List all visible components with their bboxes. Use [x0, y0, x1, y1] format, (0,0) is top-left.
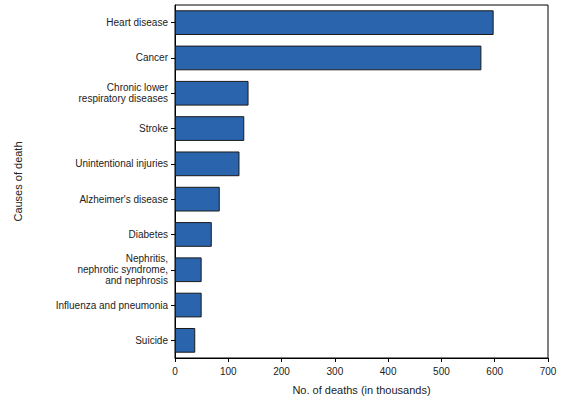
svg-text:0: 0: [172, 366, 178, 377]
svg-text:300: 300: [327, 366, 344, 377]
svg-text:No. of deaths (in thousands): No. of deaths (in thousands): [292, 384, 430, 396]
svg-text:nephrotic syndrome,: nephrotic syndrome,: [77, 264, 168, 275]
svg-text:Stroke: Stroke: [139, 123, 168, 134]
svg-text:Unintentional injuries: Unintentional injuries: [75, 158, 168, 169]
svg-text:100: 100: [220, 366, 237, 377]
svg-text:Suicide: Suicide: [135, 335, 168, 346]
svg-text:and nephrosis: and nephrosis: [105, 275, 168, 286]
svg-text:500: 500: [433, 366, 450, 377]
svg-text:Diabetes: Diabetes: [129, 229, 168, 240]
svg-text:200: 200: [273, 366, 290, 377]
svg-text:700: 700: [540, 366, 557, 377]
svg-text:Causes of death: Causes of death: [12, 141, 24, 221]
svg-text:400: 400: [380, 366, 397, 377]
svg-text:Cancer: Cancer: [136, 52, 169, 63]
svg-text:respiratory diseases: respiratory diseases: [79, 93, 168, 104]
svg-text:Influenza and pneumonia: Influenza and pneumonia: [56, 300, 169, 311]
svg-text:Alzheimer's disease: Alzheimer's disease: [79, 194, 168, 205]
svg-text:600: 600: [486, 366, 503, 377]
svg-text:Heart disease: Heart disease: [106, 17, 168, 28]
svg-text:Nephritis,: Nephritis,: [126, 253, 168, 264]
svg-text:Chronic lower: Chronic lower: [107, 82, 169, 93]
